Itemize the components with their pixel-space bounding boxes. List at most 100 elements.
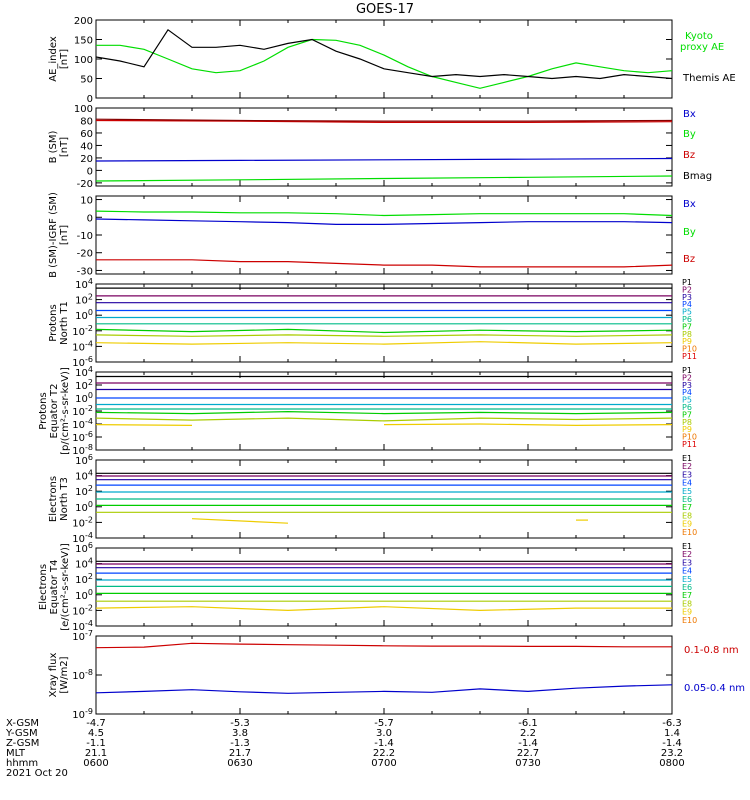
y-tick-label: 10-4	[72, 531, 93, 545]
legend-p1-p1: P1	[682, 278, 692, 287]
legend-b-3: Bmag	[683, 171, 712, 182]
orbit-row-label: X-GSM	[6, 718, 39, 729]
legend-p2-p2: P2	[682, 373, 692, 382]
y-tick-label: 60	[80, 129, 93, 140]
y-tick-label: 0	[87, 94, 93, 105]
orbit-value: -6.3	[662, 718, 682, 729]
y-axis-label: Equator T4	[49, 560, 60, 615]
legend-p1-p8: P8	[682, 330, 692, 339]
orbit-value: 21.7	[229, 748, 251, 759]
legend-proxy-ae: proxy AE	[680, 42, 724, 53]
orbit-value: 0700	[371, 758, 396, 769]
series-line-p9	[96, 424, 193, 426]
series-line-p7	[96, 328, 672, 334]
legend-p1-p6: P6	[682, 315, 692, 324]
y-tick-label: -20	[77, 179, 93, 190]
series-line-themis-ae	[96, 28, 672, 80]
legend-e1-e9: E9	[682, 520, 692, 529]
orbit-value: 0630	[227, 758, 252, 769]
y-axis-label: B (SM)	[48, 130, 59, 163]
y-tick-label: 10-7	[72, 629, 93, 643]
series-line-bx	[96, 218, 672, 225]
y-tick-label: 100	[74, 104, 93, 115]
y-axis-label: Electrons	[38, 564, 49, 610]
y-tick-label: 10-8	[72, 668, 93, 682]
series-line-p9	[383, 423, 672, 427]
legend-b-1: By	[683, 129, 696, 140]
legend-xray-short: 0.05-0.4 nm	[684, 683, 745, 694]
orbit-value: 22.2	[373, 748, 395, 759]
orbit-value: 3.0	[376, 728, 392, 739]
orbit-row-label: Y-GSM	[5, 728, 38, 739]
series-line-kyoto-proxy-ae	[96, 38, 672, 89]
legend-e2-e4: E4	[682, 567, 692, 576]
y-tick-label: 10-4	[72, 339, 93, 353]
y-axis-label: North T3	[59, 477, 70, 521]
y-tick-label: 102	[75, 484, 93, 498]
series-group	[96, 375, 672, 427]
series-group	[96, 28, 672, 89]
legend-e1-e2: E2	[682, 462, 692, 471]
y-axis-label: [e/(cm²-s-sr-keV)]	[60, 543, 71, 631]
legend-e1-e7: E7	[682, 503, 692, 512]
y-tick-label: 104	[75, 365, 93, 379]
legend-p1-p11: P11	[682, 352, 697, 361]
y-tick-label: 100	[75, 500, 93, 514]
legend-p2-p6: P6	[682, 403, 692, 412]
orbit-row-label: MLT	[6, 748, 26, 759]
legend-e2-e10: E10	[682, 616, 697, 625]
y-tick-label: 106	[75, 541, 93, 555]
legend-b-2: Bz	[683, 150, 695, 161]
series-line-p7	[96, 410, 672, 415]
orbit-value: -5.3	[230, 718, 250, 729]
y-tick-label: 10-6	[72, 430, 93, 444]
series-line-0-1-0-8-nm	[96, 642, 672, 649]
legend-bdiff-0: Bx	[683, 199, 696, 210]
legend-p1-p10: P10	[682, 345, 697, 354]
orbit-value: -1.4	[518, 738, 538, 749]
legend-e2-e7: E7	[682, 591, 692, 600]
y-tick-label: 10-2	[72, 324, 93, 338]
legend-p1-p7: P7	[682, 322, 692, 331]
orbit-value: -1.3	[230, 738, 250, 749]
date-label: 2021 Oct 20	[6, 768, 68, 779]
panel-ae: 0 50 100 150 200 AE_index [nT]	[48, 16, 673, 105]
orbit-value: 21.1	[85, 748, 107, 759]
y-tick-label: -10	[77, 231, 93, 242]
y-tick-label: 102	[75, 378, 93, 392]
orbit-value: -5.7	[374, 718, 394, 729]
y-axis-label: [nT]	[59, 49, 70, 69]
orbit-value: 4.5	[88, 728, 104, 739]
orbit-value: 22.7	[517, 748, 539, 759]
plot-title: GOES-17	[356, 2, 414, 17]
y-tick-label: 100	[75, 308, 93, 322]
y-tick-label: 104	[75, 277, 93, 291]
legend-bdiff-2: Bz	[683, 254, 695, 265]
panel-frame	[95, 635, 673, 715]
y-axis-label: Electrons	[48, 476, 59, 522]
legend-e2-e1: E1	[682, 542, 692, 551]
orbit-value: -1.4	[662, 738, 682, 749]
legend-p1-p9: P9	[682, 337, 692, 346]
orbit-value: 2.2	[520, 728, 536, 739]
y-axis-label: North T1	[59, 301, 70, 345]
legend-p2-p4: P4	[682, 388, 692, 397]
legend-p1-p5: P5	[682, 308, 692, 317]
series-line-bx	[96, 157, 672, 162]
y-tick-label: 10-2	[72, 515, 93, 529]
series-line-bmag	[96, 118, 672, 122]
legend-p2-p1: P1	[682, 366, 692, 375]
y-tick-label: 10-2	[72, 603, 93, 617]
y-tick-label: 10-8	[72, 443, 93, 457]
y-tick-label: 40	[80, 141, 93, 152]
legend-bdiff-1: By	[683, 227, 696, 238]
legend-e1-e10: E10	[682, 528, 697, 537]
y-tick-label: 106	[75, 453, 93, 467]
y-axis-label: Protons	[48, 304, 59, 341]
y-tick-label: 150	[74, 36, 93, 47]
